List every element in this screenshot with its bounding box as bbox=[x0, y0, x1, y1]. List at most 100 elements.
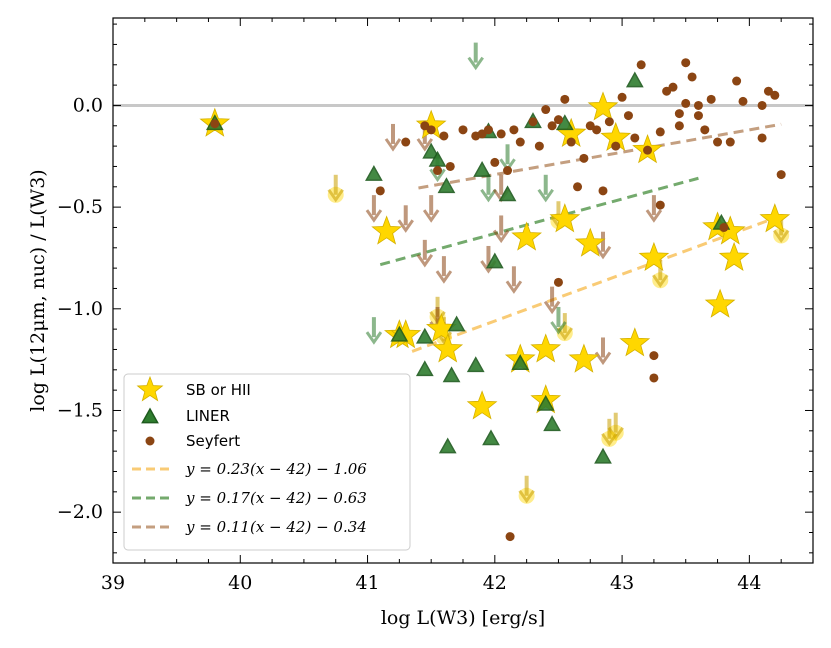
seyfert-point bbox=[560, 94, 570, 104]
seyfert-point bbox=[693, 100, 703, 110]
seyfert-point bbox=[649, 351, 659, 361]
liner-upper-limit-arrow bbox=[550, 306, 567, 335]
sb-point bbox=[530, 333, 562, 363]
seyfert-point bbox=[592, 125, 602, 135]
seyfert-point bbox=[553, 115, 563, 125]
x-axis-title: log L(W3) [erg/s] bbox=[381, 607, 545, 629]
seyfert-point bbox=[401, 137, 411, 147]
sb-upper-limit-arrow bbox=[518, 475, 535, 504]
legend-star-icon bbox=[136, 375, 164, 402]
seyfert-point bbox=[534, 141, 544, 151]
seyfert-point bbox=[483, 125, 493, 135]
y-tick-label: −2.0 bbox=[57, 501, 103, 523]
seyfert-point bbox=[445, 161, 455, 171]
seyfert-point bbox=[630, 133, 640, 143]
liner-point bbox=[543, 415, 561, 432]
y-axis-title: log L(12μm, nuc) / L(W3) bbox=[27, 169, 49, 411]
seyfert-upper-limit-arrow bbox=[384, 123, 402, 152]
seyfert-point bbox=[732, 76, 742, 86]
seyfert-upper-limit-arrow bbox=[492, 215, 510, 244]
legend-circle-icon bbox=[145, 436, 155, 446]
fit-line-1 bbox=[411, 214, 782, 353]
seyfert-point bbox=[598, 186, 608, 196]
seyfert-point bbox=[719, 222, 729, 232]
liner-point bbox=[447, 315, 466, 332]
x-tick-label: 41 bbox=[355, 572, 379, 594]
sb-point bbox=[718, 241, 750, 272]
liner-point bbox=[625, 71, 644, 88]
seyfert-upper-limit-arrow bbox=[422, 195, 440, 223]
seyfert-point bbox=[687, 72, 697, 82]
sb-point bbox=[704, 288, 736, 318]
seyfert-point bbox=[210, 119, 220, 129]
seyfert-point bbox=[515, 137, 525, 147]
seyfert-point bbox=[668, 82, 678, 92]
liner-point bbox=[390, 325, 409, 342]
seyfert-upper-limit-arrow bbox=[397, 205, 414, 233]
seyfert-point bbox=[573, 182, 583, 192]
legend: SB or HII LINER Seyfert y = 0.23(x − 42) − … bbox=[123, 373, 411, 551]
seyfert-upper-limit-arrow bbox=[416, 239, 434, 268]
seyfert-upper-limit-arrow bbox=[543, 286, 561, 315]
seyfert-point bbox=[636, 60, 646, 70]
liner-upper-limit-arrow bbox=[467, 42, 484, 71]
sb-point bbox=[619, 327, 651, 357]
sb-upper-limit-arrow bbox=[327, 174, 344, 203]
fit-line-3 bbox=[418, 122, 782, 190]
legend-label: y = 0.11(x − 42) − 0.34 bbox=[185, 518, 367, 536]
seyfert-point bbox=[458, 125, 468, 135]
seyfert-upper-limit-arrow bbox=[645, 195, 663, 223]
seyfert-point bbox=[566, 137, 576, 147]
legend-triangle-icon bbox=[141, 407, 159, 424]
seyfert-point bbox=[505, 532, 515, 542]
liner-point bbox=[437, 177, 456, 194]
liner-point bbox=[466, 356, 485, 373]
seyfert-point bbox=[579, 153, 589, 163]
seyfert-point bbox=[681, 58, 691, 68]
liner-point bbox=[511, 354, 530, 371]
seyfert-point bbox=[509, 125, 519, 135]
seyfert-point bbox=[725, 137, 735, 147]
seyfert-point bbox=[553, 277, 563, 287]
seyfert-point bbox=[674, 109, 684, 119]
sb-point bbox=[371, 215, 402, 245]
axis-tick-labels: 39 40 41 42 43 44 −2.0 −1.5 −1.0 −0.5 0.0 bbox=[57, 94, 762, 594]
x-tick-label: 40 bbox=[228, 572, 252, 594]
x-tick-label: 42 bbox=[483, 572, 507, 594]
liner-point bbox=[498, 185, 517, 202]
liner-point bbox=[438, 437, 457, 454]
plot-area bbox=[113, 42, 813, 542]
seyfert-point bbox=[439, 131, 449, 141]
sb-upper-limit-arrow bbox=[601, 418, 618, 447]
liner-point bbox=[428, 150, 447, 167]
liner-point bbox=[536, 394, 555, 411]
x-tick-label: 39 bbox=[101, 572, 125, 594]
legend-label: y = 0.23(x − 42) − 1.06 bbox=[185, 460, 367, 478]
y-tick-label: −1.0 bbox=[57, 298, 103, 320]
seyfert-upper-limit-arrow bbox=[505, 266, 523, 294]
seyfert-upper-limit-arrow bbox=[365, 195, 383, 223]
sb-point bbox=[549, 203, 581, 233]
seyfert-point bbox=[541, 105, 551, 115]
seyfert-point bbox=[528, 117, 538, 127]
liner-point bbox=[442, 366, 461, 383]
liner-point bbox=[485, 252, 504, 269]
liner-point bbox=[415, 360, 434, 377]
seyfert-point bbox=[757, 100, 767, 110]
liner-point bbox=[422, 142, 441, 159]
legend-label: LINER bbox=[186, 407, 230, 425]
legend-box bbox=[123, 373, 411, 551]
sb-point bbox=[759, 203, 791, 233]
seyfert-point bbox=[776, 170, 786, 180]
seyfert-point bbox=[770, 90, 780, 100]
sb-point bbox=[432, 333, 464, 363]
liner-upper-limit-arrow bbox=[537, 174, 554, 203]
seyfert-point bbox=[623, 111, 633, 121]
seyfert-point bbox=[681, 98, 691, 108]
seyfert-point bbox=[496, 129, 506, 139]
seyfert-point bbox=[490, 157, 500, 167]
liner-point bbox=[365, 165, 383, 181]
seyfert-point bbox=[674, 121, 684, 131]
seyfert-point bbox=[375, 186, 385, 196]
x-tick-label: 43 bbox=[610, 572, 634, 594]
